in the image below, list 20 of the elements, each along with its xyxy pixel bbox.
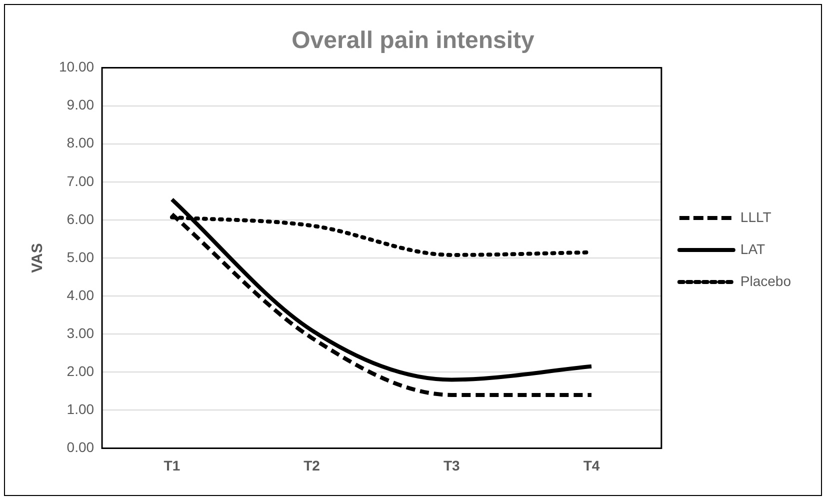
y-tick-label: 6.00 [66,210,94,227]
y-tick-label: 8.00 [66,134,94,151]
y-tick-label: 5.00 [66,248,94,265]
x-tick-label: T3 [443,457,460,474]
legend-label: LLLT [740,208,772,225]
y-tick-label: 7.00 [66,172,94,189]
legend-label: Placebo [740,272,792,289]
y-tick-label: 2.00 [66,362,94,379]
legend-label: LAT [740,240,766,257]
y-tick-label: 0.00 [66,439,94,456]
x-tick-label: T1 [164,457,180,474]
x-tick-label: T4 [583,457,600,474]
chart-title: Overall pain intensity [292,27,536,54]
y-axis-title: VAS [29,243,46,273]
y-tick-label: 4.00 [66,286,94,303]
x-tick-label: T2 [304,457,320,474]
y-tick-label: 1.00 [66,401,94,418]
y-tick-label: 10.00 [58,58,94,75]
y-tick-label: 9.00 [66,96,94,113]
y-tick-label: 3.00 [66,324,94,341]
